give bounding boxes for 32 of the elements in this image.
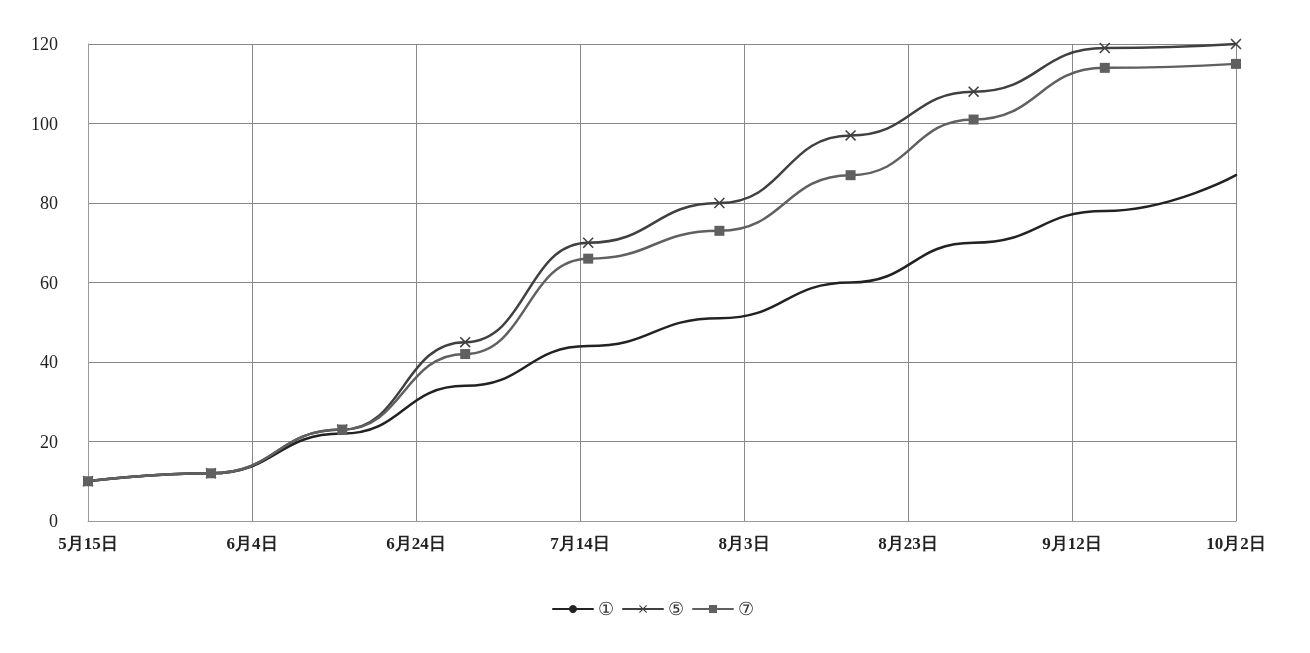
y-tick-label: 100 bbox=[31, 113, 58, 134]
point bbox=[1231, 58, 1241, 69]
point bbox=[1099, 42, 1111, 54]
point bbox=[845, 129, 857, 141]
y-tick-label: 0 bbox=[49, 511, 58, 531]
point bbox=[968, 86, 980, 98]
point bbox=[845, 170, 856, 181]
y-tick-label: 60 bbox=[40, 272, 58, 293]
legend-label: ⑦ bbox=[738, 599, 754, 619]
y-tick-label: 20 bbox=[40, 431, 58, 452]
x-tick-label: 10月2日 bbox=[1206, 534, 1266, 553]
point bbox=[968, 114, 979, 125]
x-tick-label: 6月24日 bbox=[386, 534, 446, 553]
x-tick-label: 5月15日 bbox=[58, 534, 118, 553]
point bbox=[1230, 38, 1242, 50]
y-tick-label: 80 bbox=[40, 193, 58, 213]
y-tick-label: 40 bbox=[40, 352, 58, 372]
x-tick-label: 7月14日 bbox=[550, 534, 610, 553]
x-tick-label: 8月23日 bbox=[878, 534, 938, 553]
point bbox=[1099, 62, 1110, 73]
x-tick-label: 6月4日 bbox=[226, 534, 278, 553]
point bbox=[582, 237, 594, 249]
legend-label: ⑤ bbox=[668, 599, 684, 619]
point bbox=[459, 336, 471, 348]
y-tick-label: 120 bbox=[31, 34, 58, 54]
point bbox=[460, 349, 471, 360]
point bbox=[713, 197, 725, 209]
point bbox=[583, 253, 594, 264]
point bbox=[714, 225, 725, 236]
legend-label: ① bbox=[598, 599, 614, 619]
x-tick-label: 9月12日 bbox=[1042, 534, 1102, 553]
x-tick-label: 8月3日 bbox=[718, 534, 770, 553]
